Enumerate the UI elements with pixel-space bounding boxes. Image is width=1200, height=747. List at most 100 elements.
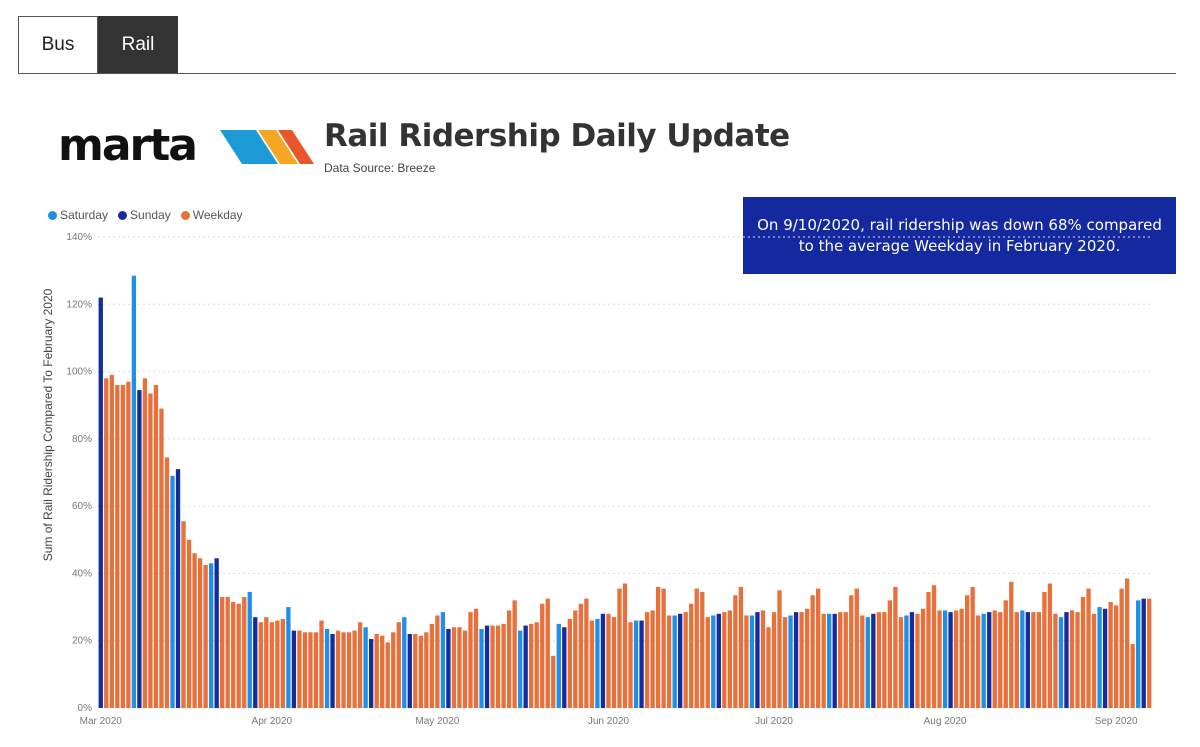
bar-weekday[interactable] [849,595,854,708]
bar-sunday[interactable] [175,469,181,708]
bar-weekday[interactable] [876,612,881,708]
bar-weekday[interactable] [319,620,324,708]
bar-weekday[interactable] [744,615,749,708]
bar-sunday[interactable] [832,613,837,708]
bar-weekday[interactable] [738,586,744,708]
bar-weekday[interactable] [385,642,390,708]
bar-saturday[interactable] [131,275,137,708]
bar-weekday[interactable] [700,591,705,708]
bar-weekday[interactable] [197,558,203,708]
bar-weekday[interactable] [534,622,539,708]
bar-weekday[interactable] [142,378,148,708]
bar-saturday[interactable] [904,615,909,708]
bar-saturday[interactable] [1097,607,1102,708]
bar-saturday[interactable] [440,612,446,708]
bar-weekday[interactable] [192,553,197,708]
bar-weekday[interactable] [882,612,887,708]
bar-weekday[interactable] [1086,588,1091,708]
bar-sunday[interactable] [214,558,219,708]
bar-weekday[interactable] [628,622,633,708]
bar-saturday[interactable] [208,563,214,708]
bar-weekday[interactable] [313,632,319,708]
bar-weekday[interactable] [1014,612,1019,708]
bar-weekday[interactable] [242,596,247,708]
bar-weekday[interactable] [435,615,440,708]
bar-weekday[interactable] [429,623,435,708]
bar-saturday[interactable] [827,613,832,708]
bar-weekday[interactable] [473,608,479,708]
bar-sunday[interactable] [98,297,103,708]
bar-saturday[interactable] [363,627,368,708]
bar-weekday[interactable] [804,608,810,708]
bar-weekday[interactable] [1003,600,1008,708]
bar-sunday[interactable] [137,390,142,708]
bar-weekday[interactable] [545,598,550,708]
bar-saturday[interactable] [788,615,793,708]
bar-weekday[interactable] [705,617,710,708]
bar-weekday[interactable] [606,613,611,708]
bar-weekday[interactable] [1125,578,1130,708]
bar-weekday[interactable] [1108,602,1113,708]
bar-weekday[interactable] [893,586,898,708]
bar-saturday[interactable] [324,628,330,708]
bar-weekday[interactable] [584,598,589,708]
bar-weekday[interactable] [380,635,385,708]
bar-weekday[interactable] [418,635,423,708]
bar-weekday[interactable] [655,586,661,708]
bar-weekday[interactable] [335,630,341,708]
bar-saturday[interactable] [981,613,986,708]
bar-weekday[interactable] [617,588,622,708]
bar-saturday[interactable] [865,617,870,708]
bar-sunday[interactable] [909,612,915,708]
bar-weekday[interactable] [771,612,777,708]
bar-weekday[interactable] [733,595,738,708]
bar-saturday[interactable] [633,620,639,708]
bar-weekday[interactable] [959,608,964,708]
bar-weekday[interactable] [821,613,826,708]
bar-weekday[interactable] [424,632,429,708]
bar-weekday[interactable] [357,622,363,708]
bar-weekday[interactable] [275,620,280,708]
bar-weekday[interactable] [1119,588,1124,708]
bar-sunday[interactable] [1025,612,1030,708]
bar-weekday[interactable] [578,603,584,708]
bar-weekday[interactable] [462,630,468,708]
bar-sunday[interactable] [484,625,490,708]
bar-sunday[interactable] [407,633,412,708]
bar-weekday[interactable] [280,618,286,708]
bar-weekday[interactable] [589,620,595,708]
bar-weekday[interactable] [887,600,893,708]
bar-weekday[interactable] [203,565,208,708]
bar-weekday[interactable] [302,632,308,708]
bar-weekday[interactable] [551,655,556,708]
tab-bus[interactable]: Bus [18,16,98,73]
bar-weekday[interactable] [926,591,931,708]
bar-weekday[interactable] [1031,612,1036,708]
bar-weekday[interactable] [269,622,274,708]
bar-weekday[interactable] [308,632,313,708]
bar-sunday[interactable] [291,630,297,708]
bar-saturday[interactable] [170,475,175,708]
bar-weekday[interactable] [782,617,788,708]
bar-weekday[interactable] [1053,613,1058,708]
bar-weekday[interactable] [937,610,942,708]
bar-weekday[interactable] [815,588,821,708]
bar-weekday[interactable] [264,617,269,708]
bar-sunday[interactable] [369,639,374,708]
bar-weekday[interactable] [413,633,418,708]
bar-weekday[interactable] [964,595,970,708]
bar-weekday[interactable] [622,583,628,708]
bar-sunday[interactable] [330,633,335,708]
bar-weekday[interactable] [760,610,766,708]
bar-weekday[interactable] [148,393,153,708]
bar-saturday[interactable] [479,628,484,708]
bar-weekday[interactable] [953,610,959,708]
bar-weekday[interactable] [236,603,241,708]
bar-weekday[interactable] [396,622,401,708]
bar-sunday[interactable] [639,620,644,708]
bar-weekday[interactable] [451,627,457,708]
bar-weekday[interactable] [644,612,650,708]
bar-sunday[interactable] [446,628,451,708]
bar-sunday[interactable] [948,612,953,708]
bar-weekday[interactable] [661,588,666,708]
